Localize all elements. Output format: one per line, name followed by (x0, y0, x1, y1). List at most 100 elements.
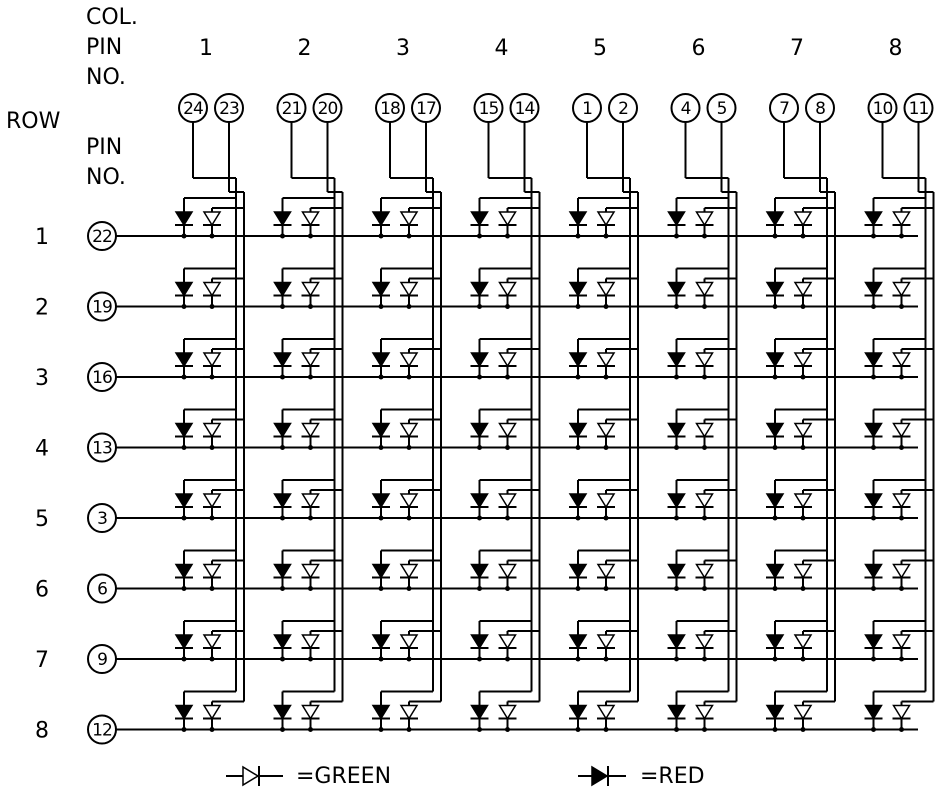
junction-dot (181, 586, 187, 591)
junction-dot (871, 656, 876, 662)
junction-dot (674, 233, 679, 239)
red-led-diode (470, 493, 489, 509)
red-led-diode (864, 634, 883, 650)
junction-dot (505, 233, 510, 239)
green-led-diode (695, 281, 714, 297)
green-led-diode (202, 493, 222, 509)
junction-dot (674, 656, 679, 662)
junction-dot (308, 656, 313, 662)
red-led-diode (273, 634, 292, 650)
junction-dot (280, 304, 285, 309)
green-led-diode (498, 352, 517, 368)
red-led-diode (174, 281, 194, 297)
junction-dot (871, 304, 876, 309)
row-number: 5 (35, 507, 49, 532)
row-number: 8 (35, 719, 49, 744)
junction-dot (280, 445, 285, 450)
green-led-diode (202, 563, 222, 579)
junction-dot (674, 374, 679, 380)
red-led-diode (470, 281, 489, 297)
red-led-diode (371, 281, 391, 297)
row-pin-number: 12 (92, 721, 112, 741)
junction-dot (871, 586, 876, 591)
junction-dot (308, 304, 313, 309)
green-pin-number: 8 (815, 99, 825, 119)
junction-dot (575, 374, 581, 380)
junction-dot (800, 445, 806, 450)
junction-dot (378, 374, 384, 380)
junction-dot (181, 374, 187, 380)
junction-dot (308, 374, 313, 380)
green-led-diode (202, 352, 222, 368)
green-led-diode (301, 422, 320, 438)
junction-dot (505, 515, 510, 521)
junction-dot (772, 304, 778, 309)
legend-green-label: =GREEN (296, 764, 391, 789)
junction-dot (575, 304, 581, 309)
row-header-label: ROW (6, 109, 61, 134)
red-led-diode (864, 211, 883, 227)
junction-dot (477, 445, 482, 450)
green-led-diode (793, 422, 813, 438)
junction-dot (378, 586, 384, 591)
junction-dot (477, 586, 482, 591)
junction-dot (871, 445, 876, 450)
junction-dot (280, 233, 285, 239)
junction-dot (575, 656, 581, 662)
green-led-diode (498, 493, 517, 509)
col-header-line-1: COL. (86, 5, 138, 30)
green-led-diode (596, 563, 616, 579)
junction-dot (871, 515, 876, 521)
red-led-diode (568, 352, 588, 368)
red-led-diode (568, 634, 588, 650)
junction-dot (505, 586, 510, 591)
red-pin-number: 15 (479, 99, 499, 119)
junction-dot (378, 727, 384, 732)
row-pin-header-line-2: NO. (86, 165, 126, 190)
junction-dot (477, 656, 482, 662)
legend: =GREEN =RED (226, 764, 705, 789)
green-pin-number: 5 (717, 99, 727, 119)
junction-dot (505, 374, 510, 380)
green-led-diode (301, 563, 320, 579)
junction-dot (505, 656, 510, 662)
junction-dot (603, 445, 609, 450)
row-lines: 1 222 193 164 135 36 67 98 12 (35, 221, 918, 745)
junction-dot (181, 445, 187, 450)
red-pin-number: 4 (681, 99, 691, 119)
green-led-diode (596, 704, 616, 720)
green-led-diode (695, 211, 714, 227)
junction-dot (406, 374, 412, 380)
junction-dot (772, 374, 778, 380)
column-number: 4 (495, 36, 509, 61)
junction-dot (674, 515, 679, 521)
red-pin-number: 18 (380, 99, 400, 119)
green-led-diode (498, 281, 517, 297)
green-led-diode (596, 493, 616, 509)
red-led-diode (470, 352, 489, 368)
red-led-diode (765, 563, 785, 579)
red-led-diode (174, 493, 194, 509)
red-led-diode (273, 422, 292, 438)
red-led-diode (273, 493, 292, 509)
green-led-diode (399, 422, 419, 438)
red-pin-number: 21 (282, 99, 302, 119)
red-led-diode (273, 704, 292, 720)
green-led-diode (301, 211, 320, 227)
green-led-diode (695, 563, 714, 579)
red-led-diode (667, 422, 686, 438)
red-led-diode (470, 634, 489, 650)
junction-dot (181, 727, 187, 732)
junction-dot (378, 515, 384, 521)
junction-dot (477, 727, 482, 732)
green-led-diode (202, 211, 222, 227)
green-led-diode (793, 704, 813, 720)
green-led-diode (892, 281, 911, 297)
row-number: 1 (35, 225, 49, 250)
junction-dot (575, 233, 581, 239)
junction-dot (772, 445, 778, 450)
green-led-diode (498, 422, 517, 438)
junction-dot (772, 515, 778, 521)
junction-dot (800, 586, 806, 591)
red-led-diode (765, 634, 785, 650)
